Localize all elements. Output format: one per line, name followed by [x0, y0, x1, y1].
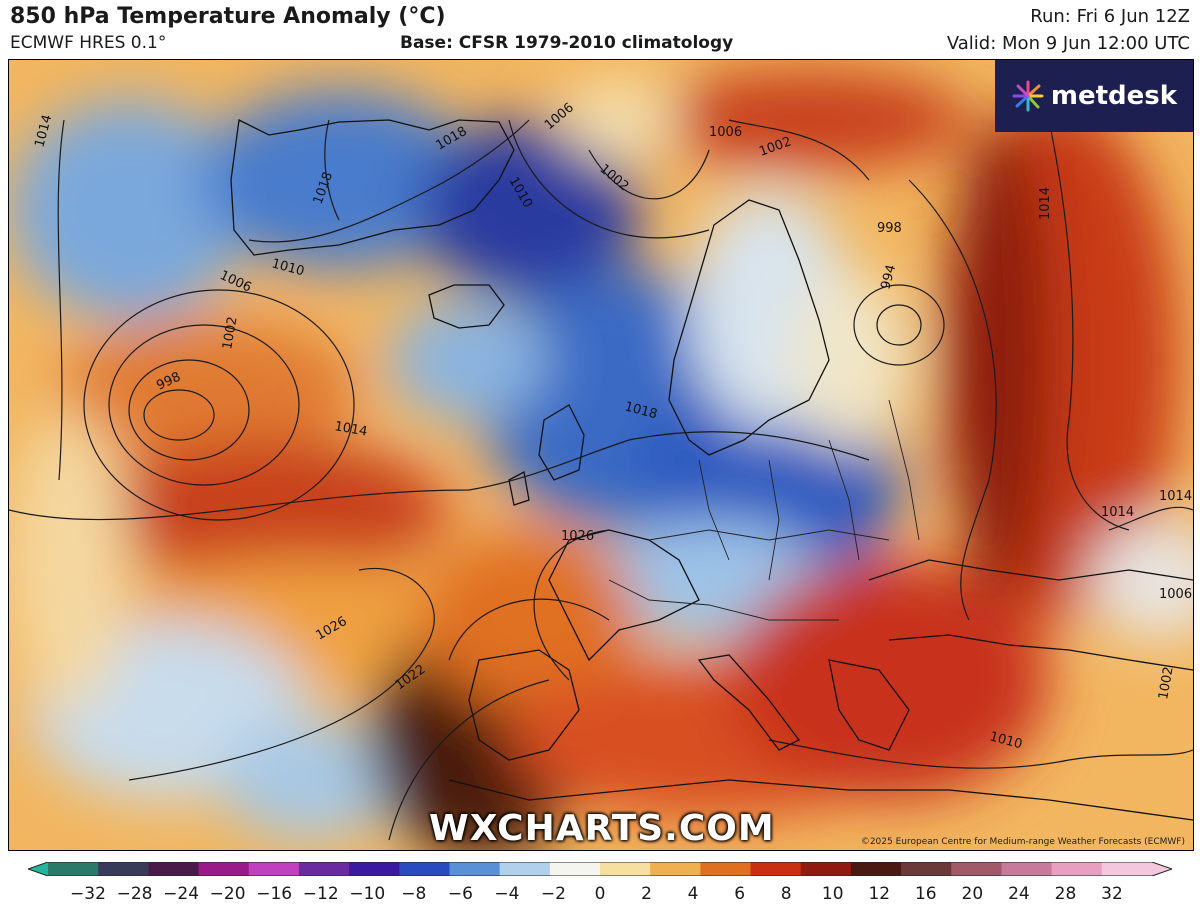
copyright-note: ©2025 European Centre for Medium-range W…: [860, 837, 1185, 847]
svg-text:1014: 1014: [333, 419, 368, 440]
colorbar-segment: [951, 862, 1002, 876]
svg-text:1014: 1014: [1101, 505, 1134, 520]
colorbar-tick-label: 12: [868, 884, 891, 904]
colorbar-segment: [750, 862, 802, 876]
wxcharts-watermark: WXCHARTS.COM: [429, 808, 775, 849]
valid-label: Valid: Mon 9 Jun 12:00 UTC: [946, 33, 1190, 54]
colorbar-tick-label: 32: [1101, 884, 1123, 904]
colorbar-max-arrow: [1152, 862, 1172, 876]
model-label: ECMWF HRES 0.1°: [10, 33, 167, 53]
colorbar-min-arrow: [28, 862, 48, 876]
colorbar-segment: [48, 862, 99, 876]
colorbar-segment: [449, 862, 501, 876]
svg-text:1026: 1026: [561, 529, 594, 544]
colorbar-segment: [600, 862, 651, 876]
svg-text:998: 998: [877, 221, 902, 236]
svg-text:994: 994: [878, 263, 899, 291]
svg-text:1014: 1014: [1038, 187, 1053, 220]
colorbar-segment: [1051, 862, 1103, 876]
colorbar-segment: [650, 862, 701, 876]
svg-text:1006: 1006: [709, 125, 742, 140]
run-label: Run: Fri 6 Jun 12Z: [1030, 6, 1190, 27]
metdesk-logo-text: metdesk: [1050, 81, 1178, 111]
colorbar-segment: [1101, 862, 1153, 876]
colorbar-segment: [349, 862, 400, 876]
colorbar-segment: [399, 862, 450, 876]
colorbar-tick-label: 24: [1008, 884, 1030, 904]
colorbar-tick-label: 16: [914, 884, 937, 904]
colorbar-tick-label: 28: [1054, 884, 1077, 904]
colorbar-tick-label: −16: [256, 884, 293, 904]
colorbar-segment: [700, 862, 752, 876]
svg-text:1014: 1014: [1159, 489, 1192, 504]
colorbar-segment: [850, 862, 902, 876]
colorbar-segment: [98, 862, 149, 876]
colorbar-segment: [298, 862, 350, 876]
map-canvas: 1014 1018 1018 1006 1002 1010 1006 1002 …: [9, 60, 1193, 850]
svg-text:1006: 1006: [1159, 587, 1192, 602]
svg-text:1002: 1002: [220, 315, 241, 350]
metdesk-logo: metdesk: [995, 60, 1193, 132]
colorbar-tick-label: 2: [641, 884, 652, 904]
colorbar-segment: [549, 862, 601, 876]
colorbar-segment: [1001, 862, 1053, 876]
colorbar: [28, 862, 1172, 876]
colorbar-segment: [148, 862, 200, 876]
colorbar-tick-label: −20: [209, 884, 246, 904]
colorbar-tick-label: −24: [163, 884, 200, 904]
chart-title: 850 hPa Temperature Anomaly (°C): [10, 4, 446, 29]
svg-text:1002: 1002: [1156, 665, 1177, 700]
colorbar-segment: [499, 862, 551, 876]
colorbar-tick-label: −10: [349, 884, 386, 904]
coastlines: [230, 119, 1193, 821]
colorbar-segment: [248, 862, 300, 876]
colorbar-tick-label: 10: [821, 884, 844, 904]
colorbar-tick-label: −12: [302, 884, 339, 904]
colorbar-tick-label: 6: [734, 884, 746, 904]
temperature-field: [9, 60, 1193, 850]
colorbar-segment: [800, 862, 852, 876]
base-label: Base: CFSR 1979-2010 climatology: [400, 33, 734, 53]
colorbar-segment: [198, 862, 250, 876]
colorbar-tick-label: 0: [594, 884, 606, 904]
isobars: [9, 119, 1193, 841]
metdesk-burst-icon: [1012, 80, 1044, 112]
colorbar-segment: [901, 862, 952, 876]
colorbar-tick-label: −32: [70, 884, 106, 904]
borders: [608, 399, 920, 621]
colorbar-tick-label: −28: [116, 884, 153, 904]
colorbar-tick-label: −4: [494, 884, 520, 904]
colorbar-tick-label: 20: [961, 884, 984, 904]
colorbar-tick-label: 4: [687, 884, 699, 904]
colorbar-tick-label: −2: [540, 884, 566, 904]
colorbar-ticks: −32 −28 −24 −20 −16 −12 −10 −8 −6 −4 −2 0 2 4 6 8 10 12 16…: [0, 878, 1200, 908]
colorbar-tick-label: 8: [780, 884, 792, 904]
colorbar-tick-label: −8: [401, 884, 427, 904]
anomaly-map: 1014 1018 1018 1006 1002 1010 1006 1002 …: [8, 59, 1194, 851]
colorbar-tick-label: −6: [447, 884, 473, 904]
